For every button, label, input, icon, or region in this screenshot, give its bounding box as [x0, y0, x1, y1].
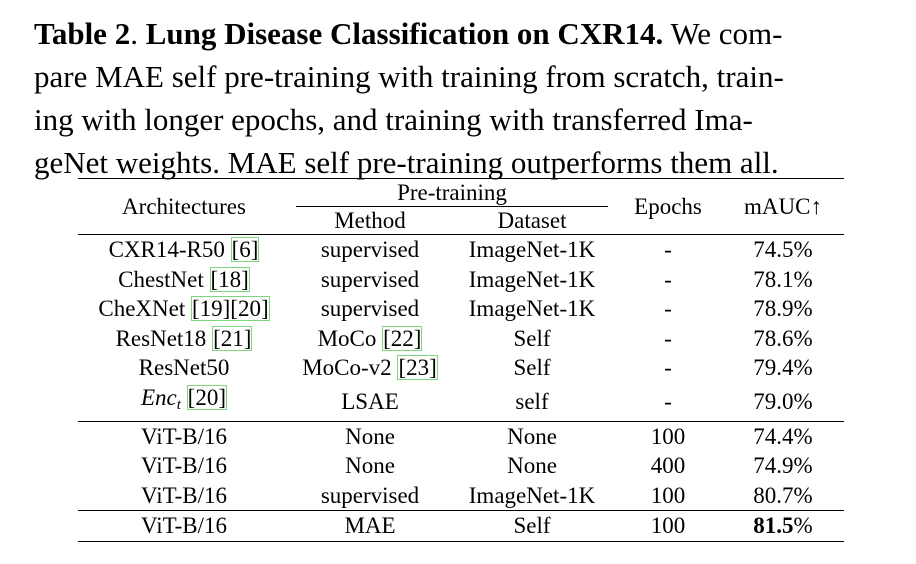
cell-method: supervised — [320, 296, 420, 322]
cell-epochs: 100 — [614, 510, 722, 542]
table-caption: Table 2. Lung Disease Classification on … — [34, 12, 890, 184]
cell-dataset: ImageNet-1K — [450, 233, 614, 265]
caption-body-line2: pare MAE self pre-training with training… — [34, 59, 784, 94]
cell-dataset: None — [450, 420, 614, 452]
citation-link[interactable]: [18] — [209, 266, 250, 292]
arch-math-symbol: Enc — [140, 384, 177, 410]
cell-arch: ViT-B/16 — [141, 453, 227, 479]
caption-label: Table 2 — [34, 16, 131, 51]
cell-dataset: Self — [513, 355, 551, 381]
citation-link[interactable]: [21] — [212, 325, 253, 351]
cell-epochs: - — [664, 325, 672, 351]
cell-epochs: - — [664, 266, 672, 292]
cell-dataset: ImageNet-1K — [468, 266, 596, 292]
cell-method: MoCo [22] — [317, 325, 423, 351]
cell-mauc: 74.9% — [753, 453, 813, 479]
cell-arch: Enct [20] — [78, 383, 290, 421]
cell-method: MAE — [290, 510, 450, 542]
cell-method: supervised — [320, 482, 420, 508]
header-dataset: Dataset — [497, 208, 567, 233]
cell-epochs: - — [664, 355, 672, 381]
header-pretraining-group: Pre-training — [290, 178, 614, 207]
cell-mauc: 74.4% — [722, 420, 844, 452]
citation-link[interactable]: [6] — [230, 237, 260, 262]
cell-method: supervised — [290, 233, 450, 265]
cell-method: LSAE — [341, 388, 399, 414]
cell-epochs: 100 — [614, 420, 722, 452]
caption-body-line3: ing with longer epochs, and training wit… — [34, 102, 753, 137]
citation-link[interactable]: [20] — [186, 384, 227, 410]
table-row: CXR14-R50 [6] supervised ImageNet-1K - 7… — [78, 233, 844, 265]
caption-body-line1: We com- — [663, 16, 783, 51]
best-score: 81.5 — [753, 513, 794, 539]
table-row: ViT-B/16 None None 100 74.4% — [78, 420, 844, 452]
cell-arch: ViT-B/16 — [78, 510, 290, 542]
cell-dataset: Self — [450, 510, 614, 542]
cell-dataset: ImageNet-1K — [468, 296, 596, 322]
cell-epochs: 100 — [650, 482, 686, 508]
cell-arch: ViT-B/16 — [78, 420, 290, 452]
cell-arch: CXR14-R50 [6] — [78, 233, 290, 265]
table-row: ResNet18 [21] MoCo [22] Self - 78.6% — [78, 324, 844, 354]
header-pretraining: Pre-training — [296, 179, 608, 207]
cell-arch: ResNet18 [21] — [115, 325, 253, 351]
arch-math-subscript: t — [176, 396, 181, 413]
table-row: ViT-B/16 MAE Self 100 81.5% — [78, 510, 844, 542]
cell-mauc: 81.5% — [722, 510, 844, 542]
header-method: Method — [334, 208, 406, 233]
cell-dataset: Self — [513, 325, 551, 351]
cell-mauc: 79.4% — [753, 355, 813, 381]
results-table-wrapper: Architectures Pre-training Epochs mAUC↑ … — [78, 178, 844, 542]
citation-link[interactable]: [23] — [397, 355, 438, 381]
cell-dataset: self — [515, 388, 549, 414]
cell-arch: CheXNet [19][20] — [98, 296, 270, 322]
citation-link[interactable]: [19][20] — [190, 296, 270, 322]
cell-mauc: 79.0% — [753, 388, 813, 414]
cell-mauc: 78.1% — [753, 266, 813, 292]
cell-arch: ViT-B/16 — [141, 482, 227, 508]
cell-mauc: 78.9% — [753, 296, 813, 322]
caption-body-line4: geNet weights. MAE self pre-training out… — [34, 145, 779, 180]
cell-mauc: 74.5% — [722, 233, 844, 265]
cell-method: supervised — [320, 266, 420, 292]
cell-epochs: - — [664, 388, 672, 414]
caption-title: Lung Disease Classification on CXR14. — [145, 16, 664, 51]
cell-method: MoCo-v2 [23] — [302, 355, 438, 381]
table-row: CheXNet [19][20] supervised ImageNet-1K … — [78, 294, 844, 324]
table-row: ResNet50 MoCo-v2 [23] Self - 79.4% — [78, 353, 844, 383]
caption-separator: . — [130, 16, 138, 51]
cell-dataset: ImageNet-1K — [468, 482, 596, 508]
cell-epochs: - — [614, 233, 722, 265]
cell-arch: ResNet50 — [138, 355, 230, 381]
cell-arch: ChestNet [18] — [118, 266, 250, 292]
cell-method: None — [290, 420, 450, 452]
results-table: Architectures Pre-training Epochs mAUC↑ … — [78, 178, 844, 542]
cell-method: None — [345, 453, 395, 479]
cell-dataset: None — [507, 453, 557, 479]
header-epochs: Epochs — [614, 178, 722, 235]
table-row: ViT-B/16 None None 400 74.9% — [78, 451, 844, 481]
header-architectures: Architectures — [78, 178, 290, 235]
citation-link[interactable]: [22] — [382, 325, 423, 351]
table-row: ChestNet [18] supervised ImageNet-1K - 7… — [78, 265, 844, 295]
cell-mauc: 78.6% — [753, 325, 813, 351]
cell-epochs: 400 — [650, 453, 686, 479]
header-mauc: mAUC↑ — [722, 178, 844, 235]
cell-epochs: - — [664, 296, 672, 322]
table-row: ViT-B/16 supervised ImageNet-1K 100 80.7… — [78, 481, 844, 511]
cell-mauc: 80.7% — [753, 482, 813, 508]
table-row: Enct [20] LSAE self - 79.0% — [78, 383, 844, 421]
